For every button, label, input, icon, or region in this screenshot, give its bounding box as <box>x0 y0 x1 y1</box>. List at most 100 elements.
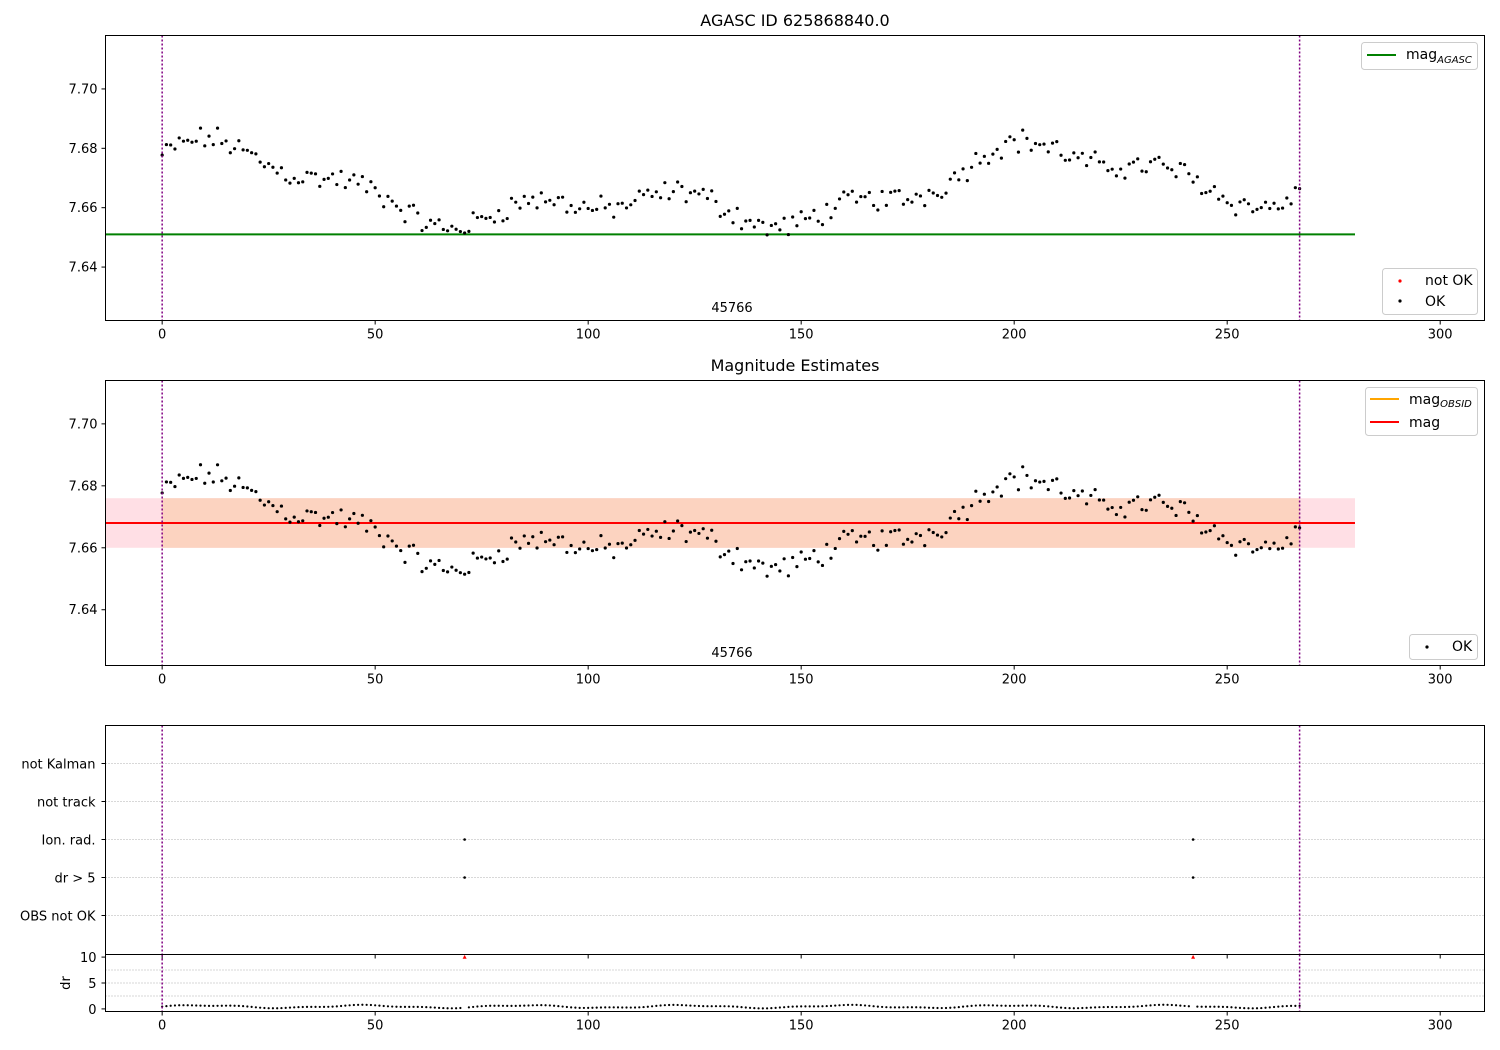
agasc-legend-bottom-box <box>1382 268 1478 315</box>
ok-point <box>1217 197 1221 201</box>
ok-point <box>1144 170 1148 174</box>
ok-point <box>808 216 812 220</box>
ok-point <box>296 181 301 185</box>
dr-point <box>821 1005 824 1008</box>
dr-point <box>731 1005 735 1008</box>
ok-point <box>1038 480 1042 484</box>
ok-point <box>940 535 944 539</box>
ok-point <box>850 189 854 193</box>
ok-point <box>186 475 190 480</box>
ok-point <box>437 218 441 222</box>
ok-point <box>889 530 893 534</box>
ok-point <box>369 180 373 184</box>
ok-point <box>288 520 292 524</box>
ok-point <box>1246 542 1251 546</box>
ok-point <box>1089 155 1093 160</box>
ok-point <box>1200 531 1204 535</box>
ok-point <box>999 156 1004 160</box>
ok-point <box>475 215 480 220</box>
ok-point <box>1033 141 1038 146</box>
ok-point <box>177 473 181 477</box>
dr-xtick-label: 150 <box>789 1019 814 1034</box>
agasc-ytick-label: 7.64 <box>69 261 98 276</box>
dr-point <box>552 1004 556 1007</box>
dr-point <box>612 1006 615 1009</box>
ok-point <box>786 232 790 237</box>
ok-point <box>190 140 194 144</box>
mag-legend-label: mag <box>1409 415 1440 431</box>
ok-point <box>1165 166 1170 170</box>
dr-point <box>846 1003 850 1006</box>
dr-point <box>659 1004 662 1007</box>
ok-point <box>458 571 462 575</box>
ok-point <box>586 206 590 211</box>
dr-point <box>535 1004 539 1007</box>
ok-point <box>561 195 565 199</box>
dr-point <box>339 1004 343 1008</box>
ok-point <box>561 535 565 539</box>
ok-point <box>658 535 663 540</box>
dr-point <box>1221 1005 1225 1008</box>
ok-point <box>1123 515 1127 519</box>
dr-point <box>574 1006 577 1009</box>
dr-point <box>578 1006 581 1009</box>
ok-point <box>820 223 825 227</box>
ok-point <box>808 556 812 561</box>
ok-point <box>1178 500 1182 504</box>
ok-point <box>160 153 164 157</box>
dr-point <box>604 1006 607 1009</box>
ok-point <box>1238 200 1242 204</box>
ok-point <box>761 561 765 565</box>
dr-point <box>310 1005 313 1008</box>
ok-point <box>880 529 884 533</box>
magnitude-xtick-label: 50 <box>367 673 384 688</box>
ok-point <box>931 530 935 535</box>
ok-point <box>944 191 948 195</box>
ok-point <box>799 210 803 214</box>
dr-point <box>825 1004 828 1008</box>
ok-point <box>1161 162 1165 166</box>
dr-point <box>352 1003 355 1007</box>
ok-point <box>965 179 969 183</box>
dr-point <box>1268 1006 1271 1009</box>
ok-point <box>514 200 518 204</box>
ok-point <box>271 503 275 508</box>
dr-point <box>1289 1004 1293 1007</box>
magnitude-legend-bottom-box <box>1409 634 1478 660</box>
dr-point <box>1025 1004 1029 1007</box>
ok-point <box>552 543 556 547</box>
ok-point <box>382 545 386 549</box>
ok-point <box>663 520 667 524</box>
ok-point <box>867 530 871 534</box>
ok-point <box>769 564 773 568</box>
ok-point <box>437 558 441 563</box>
dr-point <box>719 1005 722 1008</box>
flag-point <box>1191 876 1195 879</box>
flag-label: OBS not OK <box>20 910 96 925</box>
dr-point <box>476 1005 479 1008</box>
ok-point <box>492 561 497 565</box>
dr-point <box>736 1005 739 1008</box>
ok-point <box>684 200 688 204</box>
ok-point <box>1165 504 1170 508</box>
agasc-xtick-label: 50 <box>367 328 384 343</box>
ok-point <box>1289 202 1293 206</box>
ok-point <box>403 220 407 224</box>
ok-point <box>987 499 991 504</box>
ok-point <box>262 503 267 507</box>
not-ok-legend-label: not OK <box>1425 273 1473 289</box>
ok-point <box>1148 160 1153 164</box>
dr-point <box>1179 1004 1182 1007</box>
ok-point <box>799 550 803 554</box>
ok-point <box>267 500 271 504</box>
ok-point <box>1136 157 1140 161</box>
ok-point <box>744 560 748 564</box>
agasc-xtick-label: 300 <box>1428 328 1453 343</box>
ok-point <box>1119 505 1123 510</box>
dr-point <box>1017 1004 1020 1007</box>
ok-point <box>501 559 505 564</box>
ok-point <box>284 178 288 182</box>
ok-point <box>1263 540 1268 544</box>
agasc-xtick-label: 200 <box>1002 328 1027 343</box>
ok-point <box>1251 550 1255 554</box>
